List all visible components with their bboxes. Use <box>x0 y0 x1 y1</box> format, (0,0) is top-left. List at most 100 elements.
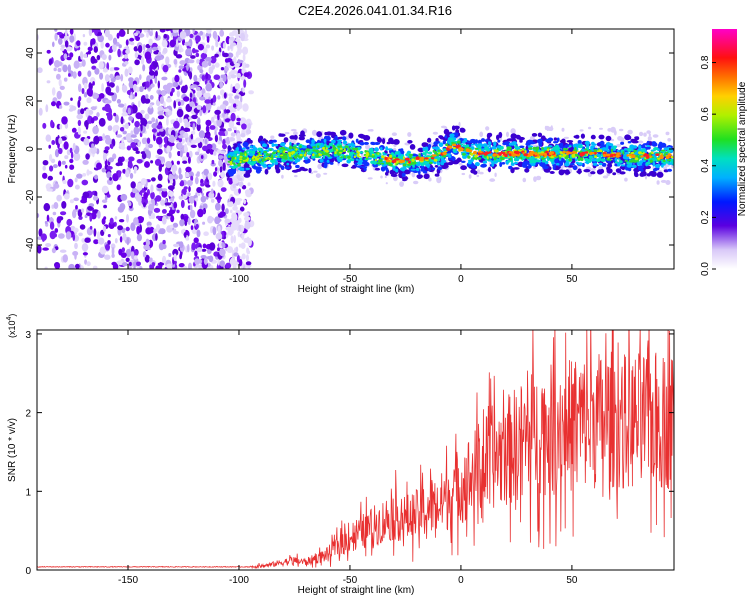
noise-blob <box>112 37 118 45</box>
noise-blob <box>193 74 198 82</box>
noise-blob <box>195 173 200 177</box>
noise-blob <box>62 180 67 184</box>
noise-blob <box>84 259 88 265</box>
noise-blob <box>166 263 173 269</box>
noise-blob <box>49 165 54 172</box>
signal-halo <box>458 163 463 166</box>
noise-blob <box>245 254 249 262</box>
noise-blob <box>122 233 127 241</box>
signal-blob <box>452 142 457 145</box>
signal-blob <box>277 149 280 153</box>
signal-blob <box>231 166 236 170</box>
noise-blob <box>140 178 147 185</box>
noise-blob <box>103 204 107 209</box>
signal-blob <box>475 157 478 161</box>
noise-blob <box>190 133 194 140</box>
noise-blob <box>183 132 189 139</box>
signal-blob <box>249 145 253 149</box>
signal-blob <box>577 162 583 166</box>
noise-blob <box>218 159 223 167</box>
signal-peak <box>420 158 424 162</box>
noise-blob <box>222 162 226 171</box>
noise-blob <box>246 236 250 243</box>
noise-blob <box>157 188 164 192</box>
signal-blob <box>634 160 640 162</box>
noise-blob <box>154 158 162 166</box>
noise-blob <box>104 103 111 113</box>
noise-blob <box>188 262 192 269</box>
signal-blob <box>349 152 352 157</box>
noise-blob <box>225 226 232 231</box>
signal-blob <box>374 167 381 171</box>
signal-blob <box>312 146 317 149</box>
signal-halo <box>399 181 404 187</box>
noise-blob <box>55 136 59 146</box>
signal-peak <box>430 157 435 160</box>
noise-blob <box>184 220 188 227</box>
signal-blob <box>394 151 399 155</box>
noise-blob <box>49 230 56 240</box>
noise-blob <box>205 125 210 133</box>
signal-blob <box>460 165 467 171</box>
noise-blob <box>210 116 215 123</box>
signal-peak <box>477 151 483 154</box>
noise-blob <box>66 149 71 156</box>
signal-blob <box>249 150 253 153</box>
signal-halo <box>317 163 323 170</box>
noise-blob <box>230 235 234 244</box>
x-tick-label: -50 <box>343 274 358 285</box>
noise-blob <box>212 94 217 103</box>
signal-peak <box>631 154 636 159</box>
noise-blob <box>48 144 51 149</box>
noise-blob <box>90 55 96 64</box>
noise-blob <box>210 198 215 203</box>
noise-blob <box>50 158 56 164</box>
noise-blob <box>243 72 250 78</box>
signal-blob <box>423 173 430 180</box>
signal-blob <box>630 151 635 155</box>
x-tick-label: -150 <box>118 575 138 586</box>
signal-blob <box>239 160 242 164</box>
signal-blob <box>586 153 589 157</box>
signal-blob <box>281 155 286 159</box>
noise-blob <box>111 261 117 266</box>
signal-blob <box>243 173 251 178</box>
signal-blob <box>537 152 541 154</box>
noise-blob <box>169 39 176 48</box>
signal-blob <box>278 133 286 137</box>
noise-blob <box>82 191 90 199</box>
noise-blob <box>117 48 121 58</box>
noise-blob <box>221 242 225 247</box>
signal-blob <box>261 143 267 148</box>
noise-blob <box>195 35 201 43</box>
noise-blob <box>222 143 227 150</box>
noise-blob <box>140 124 143 132</box>
noise-blob <box>241 68 245 74</box>
noise-blob <box>58 137 63 145</box>
noise-blob <box>65 46 73 52</box>
noise-blob <box>161 76 168 81</box>
spectrogram-chart: -150 -100 -50 0 50 -40 -20 0 20 40 Height of str… <box>7 28 675 295</box>
signal-blob <box>269 148 272 152</box>
noise-blob <box>177 142 183 149</box>
noise-blob <box>107 240 111 245</box>
noise-blob <box>119 236 123 243</box>
signal-blob <box>452 132 459 135</box>
signal-blob <box>315 149 320 153</box>
signal-blob <box>378 137 383 143</box>
noise-blob <box>110 143 114 150</box>
signal-blob <box>578 155 581 159</box>
noise-blob <box>42 172 48 179</box>
noise-blob <box>75 263 80 269</box>
noise-blob <box>97 231 100 240</box>
noise-blob <box>157 262 165 266</box>
noise-blob <box>63 53 68 60</box>
signal-halo <box>458 121 461 128</box>
noise-blob <box>107 34 113 41</box>
signal-peak <box>543 152 547 156</box>
noise-blob <box>222 112 225 118</box>
noise-blob <box>188 171 194 178</box>
signal-blob <box>370 160 375 164</box>
signal-blob <box>643 151 645 155</box>
noise-blob <box>196 77 202 83</box>
